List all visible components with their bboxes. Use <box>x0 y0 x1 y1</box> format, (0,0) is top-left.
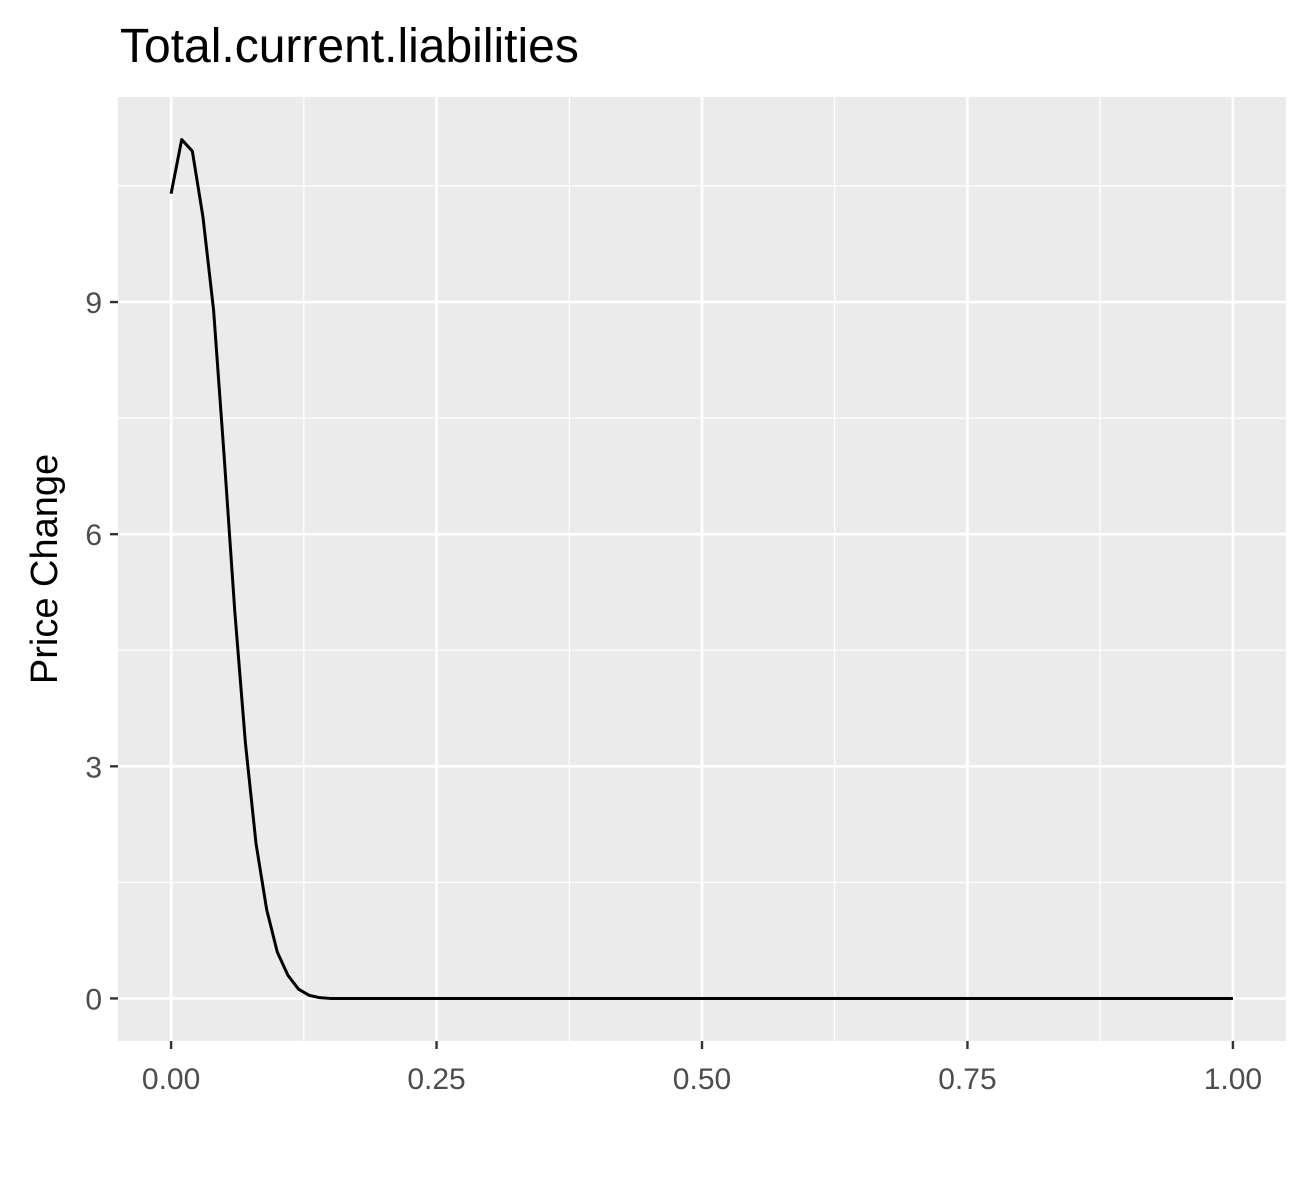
chart-title: Total.current.liabilities <box>120 20 579 73</box>
x-tick-label: 0.00 <box>142 1063 200 1096</box>
y-axis-title: Price Change <box>24 454 66 684</box>
y-tick-label: 9 <box>85 287 102 320</box>
x-tick-label: 0.25 <box>407 1063 465 1096</box>
x-tick-label: 0.75 <box>938 1063 996 1096</box>
y-axis: 0 3 6 9 <box>85 287 118 1016</box>
x-axis: 0.00 0.25 0.50 0.75 1.00 <box>142 1041 1262 1096</box>
series-line <box>169 138 1233 1000</box>
y-tick-label: 3 <box>85 751 102 784</box>
x-tick-label: 0.50 <box>673 1063 731 1096</box>
y-tick-label: 0 <box>85 983 102 1016</box>
x-tick-label: 1.00 <box>1204 1063 1262 1096</box>
series-layer <box>169 138 1233 1000</box>
y-tick-label: 6 <box>85 519 102 552</box>
